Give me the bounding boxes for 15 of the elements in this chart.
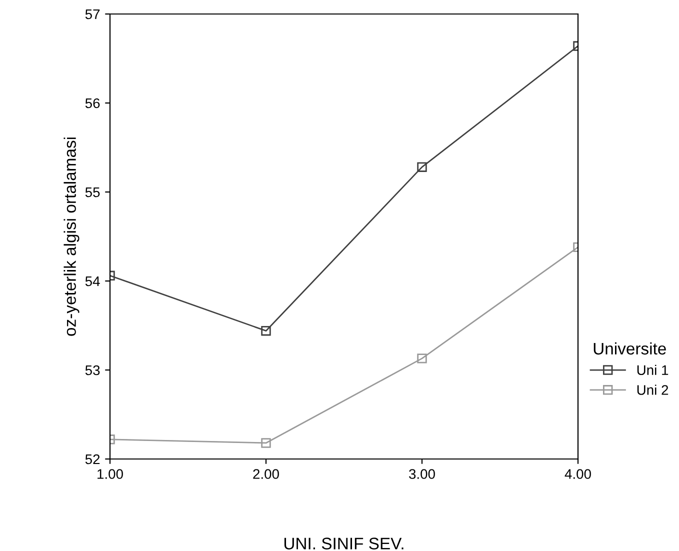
x-tick-label: 4.00 <box>564 469 591 479</box>
y-tick-label: 55 <box>85 187 100 198</box>
y-axis-title: oz-yeterlik algisi ortalamasi <box>64 138 80 336</box>
y-tick-label: 52 <box>85 454 100 464</box>
legend-label: Uni 2 <box>637 384 668 395</box>
y-tick-label: 53 <box>85 365 100 376</box>
y-tick-label: 54 <box>85 276 100 286</box>
x-axis-title: UNI. SINIF SEV. <box>284 538 404 550</box>
x-tick-label: 1.00 <box>98 469 123 479</box>
legend-title: Universite <box>594 342 666 355</box>
y-tick-label: 56 <box>85 98 100 108</box>
y-tick-label: 57 <box>85 9 100 20</box>
x-tick-label: 2.00 <box>253 469 279 479</box>
legend-label: Uni 1 <box>637 364 668 376</box>
x-tick-label: 3.00 <box>409 469 435 479</box>
